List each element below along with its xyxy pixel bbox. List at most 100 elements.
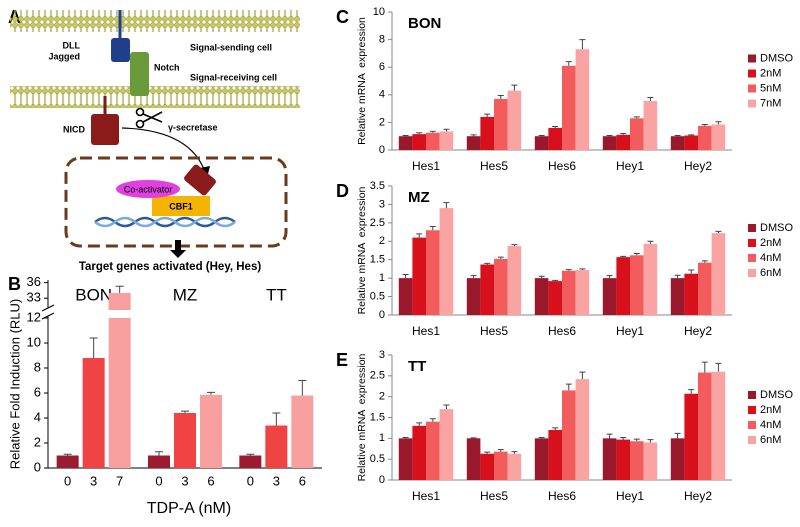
legend-label: 4nM bbox=[760, 252, 781, 264]
membrane bbox=[10, 10, 300, 32]
membrane bbox=[10, 86, 300, 108]
error-bar bbox=[674, 274, 681, 279]
error-bar bbox=[470, 275, 477, 279]
y-tick-label: 3 bbox=[379, 349, 385, 361]
y-axis-label: Relative Fold Induction (RLU) bbox=[7, 299, 22, 470]
legend-swatch bbox=[748, 421, 756, 429]
x-tick-label: 0 bbox=[155, 473, 162, 488]
bar bbox=[507, 453, 522, 480]
y-tick-label: 4 bbox=[34, 409, 41, 424]
error-bar bbox=[402, 437, 409, 439]
bar bbox=[398, 438, 413, 480]
y-tick-label: 2.5 bbox=[370, 217, 385, 229]
error-bar bbox=[552, 126, 559, 128]
bar bbox=[575, 379, 590, 480]
coactivator-shape bbox=[116, 180, 180, 198]
legend-label: 6nM bbox=[760, 434, 781, 446]
scissors bbox=[135, 107, 163, 129]
bar bbox=[630, 441, 644, 480]
x-tick-label: 6 bbox=[299, 473, 306, 488]
y-tick-label: 0 bbox=[379, 144, 385, 156]
error-bar bbox=[647, 240, 654, 244]
bar bbox=[698, 262, 712, 315]
legend-swatch bbox=[748, 224, 756, 232]
legend-label: 2nM bbox=[760, 67, 781, 79]
error-bar bbox=[674, 135, 681, 137]
x-tick-label: Hes1 bbox=[412, 489, 440, 503]
error-bar bbox=[402, 273, 409, 279]
error-bar bbox=[470, 134, 477, 137]
bar bbox=[575, 49, 590, 151]
y-tick-label: 33 bbox=[27, 290, 41, 305]
y-tick-label: 1 bbox=[379, 272, 385, 284]
y-tick-label: 3.5 bbox=[370, 180, 385, 192]
legend-swatch bbox=[748, 54, 756, 63]
bar bbox=[507, 90, 522, 150]
panel-label: E bbox=[336, 350, 348, 370]
error-bar bbox=[565, 61, 572, 66]
y-tick-label: 0.5 bbox=[370, 453, 385, 465]
error-bar bbox=[552, 427, 559, 430]
label: NICD bbox=[63, 124, 85, 134]
bar bbox=[670, 438, 685, 480]
error-bar bbox=[443, 202, 450, 209]
bar bbox=[670, 136, 685, 150]
error-bar bbox=[272, 412, 281, 426]
x-tick-label: Hes1 bbox=[412, 324, 440, 338]
y-tick-label: 1 bbox=[379, 432, 385, 444]
legend-label: DMSO bbox=[760, 389, 793, 401]
label: Signal-sending cell bbox=[190, 42, 272, 52]
error-bar bbox=[688, 269, 695, 274]
legend-label: 4nM bbox=[760, 419, 781, 431]
legend-label: 7nM bbox=[760, 97, 781, 109]
error-bar bbox=[538, 135, 545, 137]
error-bar bbox=[538, 437, 545, 439]
bar bbox=[548, 281, 562, 315]
ligand bbox=[111, 38, 130, 62]
bar bbox=[239, 455, 262, 468]
error-bar bbox=[715, 230, 722, 234]
error-bar bbox=[565, 383, 572, 391]
error-bar bbox=[63, 453, 72, 456]
error-bar bbox=[620, 132, 627, 135]
bar bbox=[562, 65, 576, 150]
error-bar bbox=[416, 422, 423, 426]
bar bbox=[711, 233, 726, 315]
bar bbox=[480, 264, 494, 315]
panel-label: B bbox=[8, 274, 21, 294]
y-tick-label: 0.5 bbox=[370, 290, 385, 302]
x-tick-label: 3 bbox=[181, 473, 188, 488]
bar bbox=[148, 455, 170, 468]
label: Notch bbox=[154, 62, 180, 72]
y-tick-label: 0 bbox=[34, 459, 41, 474]
legend-swatch bbox=[748, 406, 756, 414]
error-bar bbox=[538, 275, 545, 279]
bar bbox=[684, 273, 698, 315]
error-bar bbox=[484, 113, 491, 117]
label: Jagged bbox=[48, 51, 80, 61]
y-tick-label: 0 bbox=[379, 474, 385, 486]
bar bbox=[670, 278, 685, 315]
error-bar bbox=[497, 94, 504, 99]
label: Co-activator bbox=[124, 184, 173, 194]
bar bbox=[643, 101, 658, 150]
x-tick-label: Hes5 bbox=[480, 324, 508, 338]
error-bar bbox=[484, 451, 491, 454]
error-bar bbox=[701, 361, 708, 373]
chart-title: TT bbox=[408, 358, 426, 375]
x-tick-label: Hes1 bbox=[412, 159, 440, 173]
error-bar bbox=[552, 279, 559, 282]
bar bbox=[507, 246, 522, 315]
x-tick-label: 3 bbox=[273, 473, 280, 488]
x-tick-label: 3 bbox=[90, 473, 97, 488]
legend-swatch bbox=[748, 254, 756, 262]
error-bar bbox=[606, 135, 613, 137]
bar bbox=[711, 124, 726, 150]
y-tick-label: 2 bbox=[379, 391, 385, 403]
legend-label: 6nM bbox=[760, 267, 781, 279]
bar bbox=[439, 131, 454, 150]
error-bar bbox=[688, 134, 695, 136]
panel-label: D bbox=[336, 181, 349, 201]
error-bar bbox=[620, 437, 627, 440]
